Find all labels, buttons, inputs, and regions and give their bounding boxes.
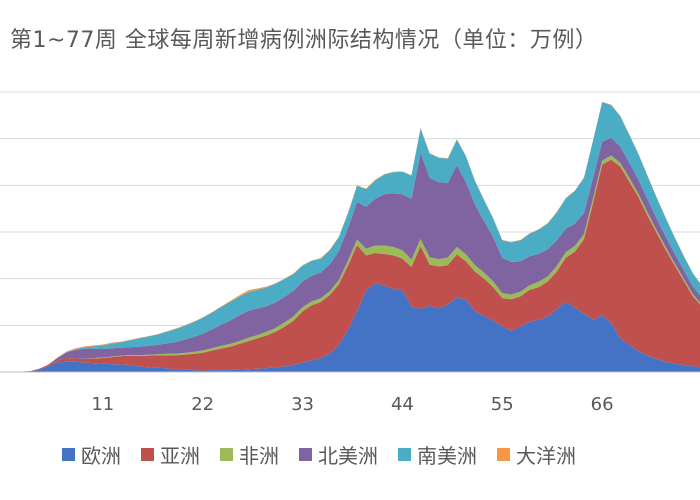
legend: 欧洲 亚洲 非洲 北美洲 南美洲 大洋洲 <box>62 440 576 469</box>
legend-swatch <box>141 448 154 461</box>
legend-swatch <box>497 448 510 461</box>
legend-item: 非洲 <box>220 440 279 469</box>
area-亚洲 <box>12 159 700 372</box>
x-tick-label: 22 <box>191 394 214 415</box>
legend-swatch <box>220 448 233 461</box>
legend-label: 南美洲 <box>417 444 477 468</box>
legend-item: 欧洲 <box>62 440 121 469</box>
legend-label: 北美洲 <box>318 444 378 468</box>
legend-label: 欧洲 <box>81 444 121 468</box>
x-tick-label: 33 <box>291 394 314 415</box>
area-北美洲 <box>12 137 700 372</box>
legend-swatch <box>299 448 312 461</box>
x-tick-label: 44 <box>391 394 414 415</box>
legend-item: 南美洲 <box>398 440 477 469</box>
x-tick-label: 66 <box>591 394 614 415</box>
legend-label: 亚洲 <box>160 444 200 468</box>
area-欧洲 <box>12 283 700 372</box>
legend-label: 大洋洲 <box>516 444 576 468</box>
legend-swatch <box>398 448 411 461</box>
legend-item: 北美洲 <box>299 440 378 469</box>
legend-label: 非洲 <box>239 444 279 468</box>
legend-item: 大洋洲 <box>497 440 576 469</box>
legend-swatch <box>62 448 75 461</box>
x-tick-label: 55 <box>491 394 514 415</box>
chart-title: 第1~77周 全球每周新增病例洲际结构情况（单位：万例） <box>10 28 598 53</box>
legend-item: 亚洲 <box>141 440 200 469</box>
x-tick-label: 11 <box>91 394 114 415</box>
